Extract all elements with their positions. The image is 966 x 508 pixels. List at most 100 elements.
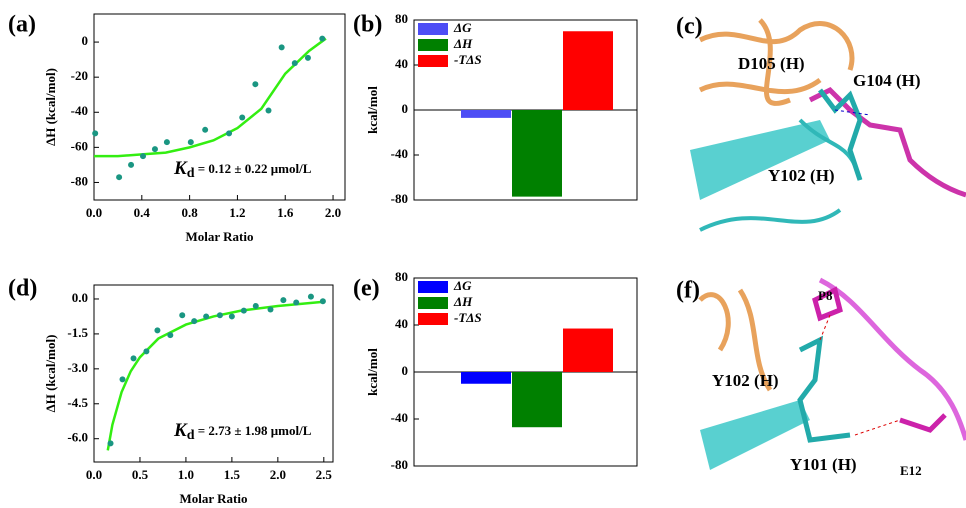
residue-label: G104 (H) <box>853 71 921 90</box>
data-point <box>252 81 258 87</box>
x-tick-label: 0.8 <box>181 205 198 220</box>
x-tick-label: 1.5 <box>224 467 241 482</box>
legend-swatch <box>418 281 448 293</box>
data-point <box>154 327 160 333</box>
y-tick-label: 0 <box>402 101 409 116</box>
bar <box>461 372 511 384</box>
data-point <box>179 312 185 318</box>
x-tick-label: 0.4 <box>134 205 151 220</box>
x-tick-label: 0.5 <box>132 467 149 482</box>
y-tick-label: -40 <box>391 410 408 425</box>
data-point <box>131 355 137 361</box>
y-tick-label: -60 <box>71 138 88 153</box>
x-tick-label: 2.0 <box>270 467 286 482</box>
legend-label: ΔH <box>453 36 473 51</box>
data-point <box>241 308 247 314</box>
data-point <box>119 376 125 382</box>
figure: 0.0 0.4 0.8 1.2 1.6 2.0 -80 -60 -40 -20 0 Molar Rat… <box>0 0 966 508</box>
annotation: Kd = 0.12 ± 0.22 μmol/L <box>173 158 312 181</box>
x-axis-label: Molar Ratio <box>186 229 254 244</box>
peptide-residue-label: E12 <box>900 463 922 478</box>
y-axis-label: kcal/mol <box>365 86 380 134</box>
data-point <box>226 130 232 136</box>
residue-label: Y102 (H) <box>712 371 779 390</box>
annotation-text: = 0.12 ± 0.22 μmol/L <box>194 161 311 176</box>
y-tick-label: -40 <box>391 146 408 161</box>
y-axis-label: ΔH (kcal/mol) <box>43 68 58 146</box>
data-point <box>108 440 114 446</box>
data-point <box>203 313 209 319</box>
data-point <box>293 299 299 305</box>
annotation: Kd = 2.73 ± 1.98 μmol/L <box>173 420 312 443</box>
annotation-subscript: d <box>187 428 195 443</box>
x-tick-label: 0.0 <box>86 467 102 482</box>
data-point <box>188 139 194 145</box>
y-tick-label: -80 <box>71 173 88 188</box>
data-point <box>280 297 286 303</box>
data-point <box>279 44 285 50</box>
sidechain <box>815 290 945 430</box>
y-tick-label: -80 <box>391 191 408 206</box>
legend-label: -TΔS <box>454 52 482 67</box>
y-tick-label: -6.0 <box>67 430 88 445</box>
data-point <box>266 108 272 114</box>
legend-swatch <box>418 313 448 325</box>
x-axis-label: Molar Ratio <box>180 491 248 506</box>
legend-label: ΔG <box>453 20 472 35</box>
peptide-residue-label: P8 <box>818 288 833 303</box>
data-point <box>292 60 298 66</box>
bar <box>512 372 562 427</box>
data-point <box>143 348 149 354</box>
data-point <box>239 115 245 121</box>
y-tick-label: -40 <box>71 103 88 118</box>
structure-c <box>690 10 966 246</box>
legend-swatch <box>418 23 448 35</box>
data-point <box>202 127 208 133</box>
data-point <box>229 313 235 319</box>
bar <box>512 110 562 197</box>
y-tick-label: -80 <box>391 457 408 472</box>
panel-label: (c) <box>676 14 703 40</box>
data-point <box>267 306 273 312</box>
annotation-text: = 2.73 ± 1.98 μmol/L <box>194 423 311 438</box>
y-tick-label: -1.5 <box>67 325 88 340</box>
y-axis-label: kcal/mol <box>365 348 380 396</box>
y-tick-label: 0 <box>82 33 89 48</box>
bar <box>563 31 613 110</box>
bar <box>563 329 613 372</box>
y-tick-label: -3.0 <box>67 360 88 375</box>
data-point <box>92 130 98 136</box>
x-tick-label: 1.2 <box>229 205 245 220</box>
legend-swatch <box>418 55 448 67</box>
x-tick-label: 2.5 <box>316 467 333 482</box>
x-tick-label: 0.0 <box>86 205 102 220</box>
sidechain <box>800 340 850 440</box>
data-point <box>217 312 223 318</box>
x-tick-label: 2.0 <box>325 205 341 220</box>
data-point <box>191 318 197 324</box>
x-tick-label: 1.6 <box>277 205 294 220</box>
legend-swatch <box>418 297 448 309</box>
y-tick-label: -20 <box>71 68 88 83</box>
data-point <box>167 332 173 338</box>
y-tick-label: 40 <box>395 316 408 331</box>
y-tick-label: 40 <box>395 56 408 71</box>
data-point <box>140 153 146 159</box>
data-point <box>164 139 170 145</box>
legend-label: ΔH <box>453 294 473 309</box>
data-point <box>308 294 314 300</box>
y-tick-label: 80 <box>395 269 408 284</box>
data-point <box>253 303 259 309</box>
y-tick-label: -4.5 <box>67 395 88 410</box>
data-point <box>128 162 134 168</box>
panel-label: (b) <box>353 12 382 38</box>
data-point <box>116 174 122 180</box>
y-tick-label: 0 <box>402 363 409 378</box>
structure-bg <box>690 10 966 246</box>
data-point <box>152 146 158 152</box>
bar <box>461 110 511 118</box>
fit-line <box>94 39 326 157</box>
x-tick-label: 1.0 <box>178 467 194 482</box>
residue-label: Y101 (H) <box>790 455 857 474</box>
hbond <box>820 315 900 435</box>
